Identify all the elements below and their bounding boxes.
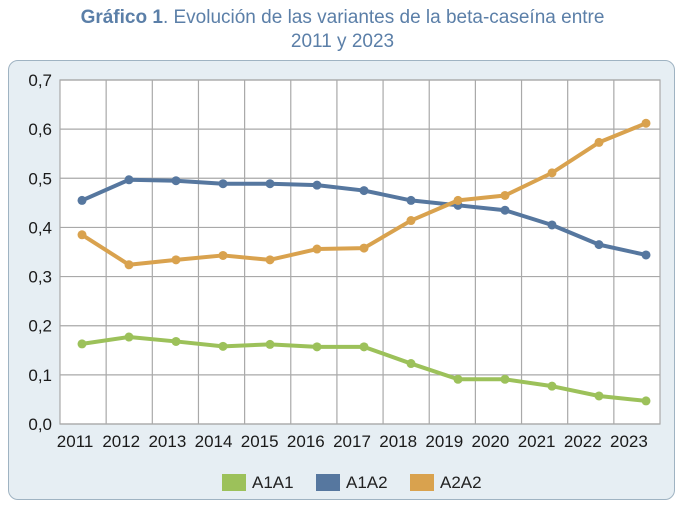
data-point-a2a2 <box>453 195 463 205</box>
data-point-a2a2 <box>500 190 510 200</box>
data-point-a2a2 <box>171 255 181 265</box>
data-point-a2a2 <box>77 230 87 240</box>
legend-label-a1a1: A1A1 <box>252 473 294 492</box>
data-point-a2a2 <box>265 255 275 265</box>
data-point-a1a2 <box>265 179 275 189</box>
data-point-a1a2 <box>500 205 510 215</box>
y-tick-label: 0,4 <box>28 218 52 237</box>
y-tick-label: 0,3 <box>28 268 52 287</box>
data-point-a1a2 <box>547 220 557 230</box>
data-point-a2a2 <box>312 244 322 254</box>
y-tick-label: 0,0 <box>28 415 52 434</box>
chart-title: Gráfico 1. Evolución de las variantes de… <box>0 6 685 54</box>
data-point-a1a1 <box>171 336 181 346</box>
y-tick-label: 0,5 <box>28 169 52 188</box>
legend-label-a1a2: A1A2 <box>346 473 388 492</box>
data-point-a1a2 <box>77 195 87 205</box>
x-tick-label: 2018 <box>379 432 417 451</box>
data-point-a1a2 <box>594 240 604 250</box>
x-tick-label: 2022 <box>564 432 602 451</box>
chart-title-line1: . Evolución de las variantes de la beta-… <box>162 7 605 28</box>
x-tick-label: 2021 <box>518 432 556 451</box>
data-point-a2a2 <box>547 168 557 178</box>
plot-area <box>59 79 661 425</box>
data-point-a1a1 <box>453 374 463 384</box>
x-tick-label: 2014 <box>195 432 233 451</box>
legend-swatch-a1a1 <box>222 474 246 491</box>
data-point-a1a1 <box>312 342 322 352</box>
data-point-a2a2 <box>406 216 416 226</box>
legend-swatch-a1a2 <box>316 474 340 491</box>
data-point-a1a1 <box>547 381 557 391</box>
x-tick-label: 2017 <box>333 432 371 451</box>
data-point-a2a2 <box>641 118 651 128</box>
data-point-a1a2 <box>406 195 416 205</box>
x-tick-label: 2023 <box>610 432 648 451</box>
data-point-a1a1 <box>359 342 369 352</box>
data-point-a1a2 <box>359 186 369 196</box>
data-point-a1a2 <box>641 250 651 260</box>
data-point-a1a1 <box>124 332 134 342</box>
y-tick-label: 0,2 <box>28 317 52 336</box>
chart-title-line2: 2011 y 2023 <box>290 31 395 52</box>
legend-label-a2a2: A2A2 <box>440 473 482 492</box>
data-point-a1a1 <box>641 396 651 406</box>
x-tick-label: 2019 <box>425 432 463 451</box>
y-tick-label: 0,1 <box>28 366 52 385</box>
y-tick-label: 0,7 <box>28 71 52 90</box>
data-point-a1a1 <box>594 391 604 401</box>
x-tick-label: 2016 <box>287 432 325 451</box>
data-point-a1a1 <box>406 359 416 369</box>
data-point-a1a1 <box>500 374 510 384</box>
data-point-a2a2 <box>594 137 604 147</box>
data-point-a1a1 <box>77 339 87 349</box>
data-point-a2a2 <box>124 260 134 270</box>
data-point-a1a2 <box>312 180 322 190</box>
data-point-a1a1 <box>265 339 275 349</box>
data-point-a2a2 <box>218 250 228 260</box>
x-tick-label: 2011 <box>57 432 94 451</box>
data-point-a1a2 <box>171 176 181 186</box>
x-tick-label: 2015 <box>241 432 279 451</box>
data-point-a1a2 <box>218 179 228 189</box>
x-tick-label: 2013 <box>148 432 186 451</box>
data-point-a2a2 <box>359 243 369 253</box>
chart-title-bold: Gráfico 1 <box>80 7 163 28</box>
x-tick-label: 2020 <box>472 432 510 451</box>
y-tick-label: 0,6 <box>28 120 52 139</box>
legend-swatch-a2a2 <box>410 474 434 491</box>
data-point-a1a2 <box>124 175 134 185</box>
x-tick-label: 2012 <box>102 432 140 451</box>
data-point-a1a1 <box>218 341 228 351</box>
